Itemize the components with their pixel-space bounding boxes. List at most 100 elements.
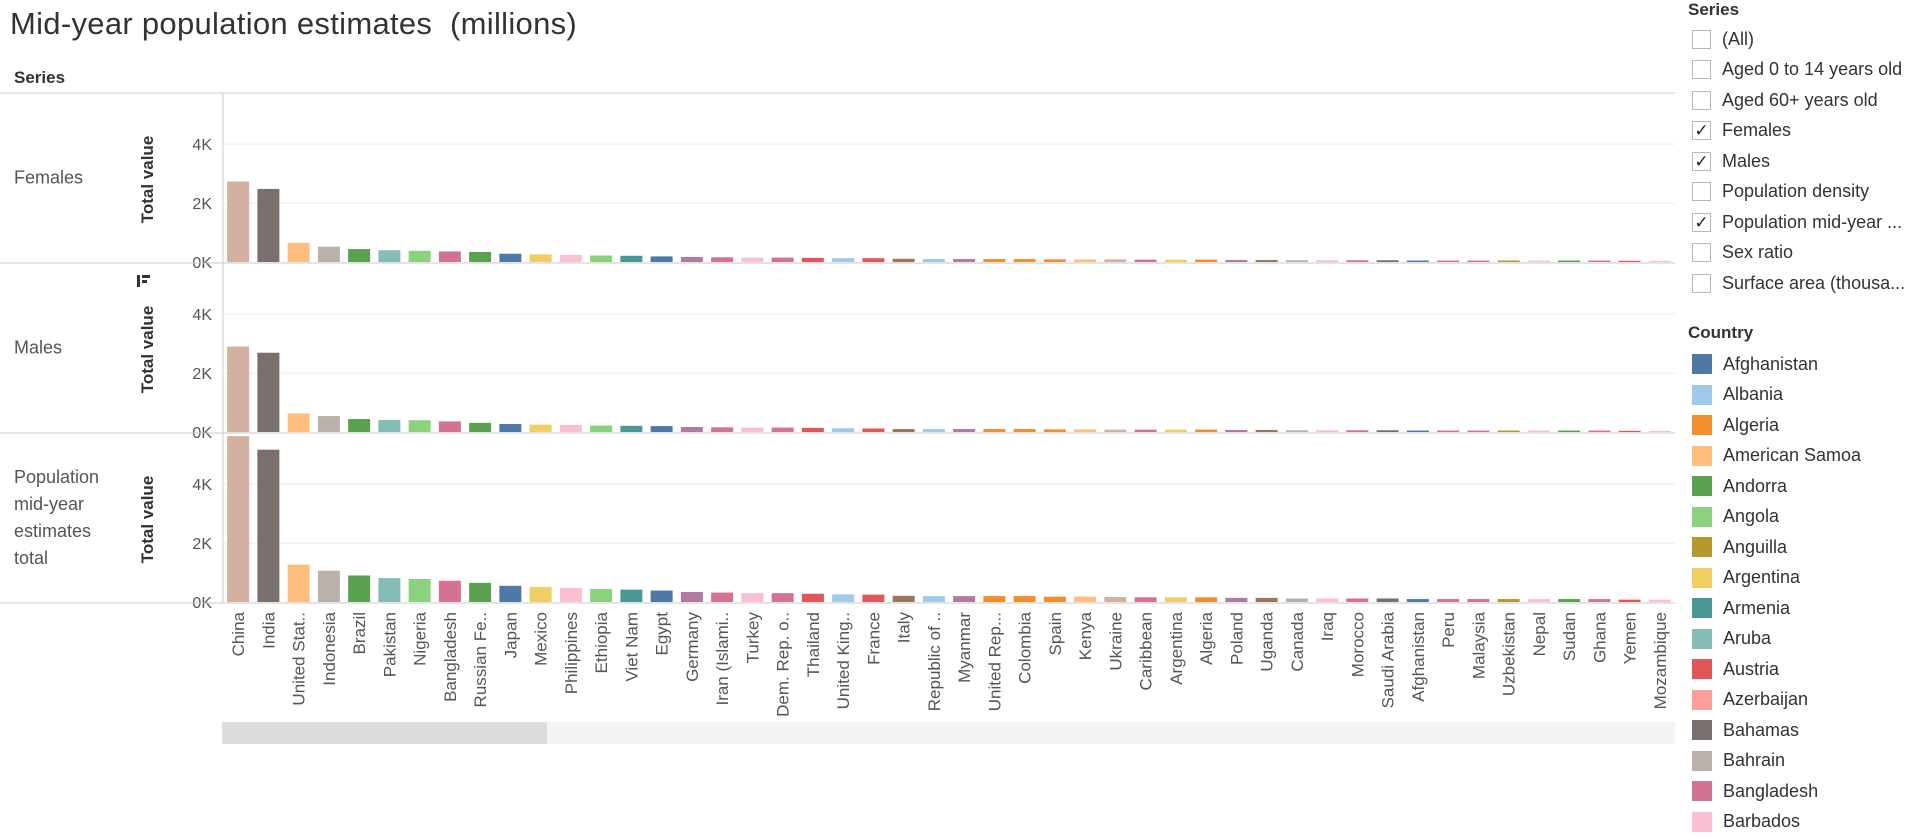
bar [983, 259, 1006, 262]
bar [1255, 597, 1278, 602]
checkbox-unchecked[interactable] [1692, 90, 1711, 110]
checkbox-unchecked[interactable] [1692, 60, 1711, 79]
bar [620, 255, 643, 262]
bar [1437, 260, 1460, 262]
x-tick-label: Algeria [1197, 611, 1216, 664]
bar [741, 593, 764, 602]
legend-item[interactable]: Austria [1692, 654, 1920, 684]
x-tick-label: United Rep... [985, 612, 1004, 711]
legend-label: Bahrain [1723, 750, 1786, 770]
series-filter-label: Sex ratio [1722, 242, 1794, 262]
bar [529, 254, 552, 262]
legend-label: Barbados [1723, 811, 1801, 831]
checkbox-checked[interactable]: ✓ [1692, 121, 1711, 140]
legend-item[interactable]: Algeria [1692, 410, 1920, 440]
x-tick-label: Argentina [1167, 611, 1186, 684]
x-tick-label: Peru [1439, 612, 1458, 648]
bar [1255, 259, 1278, 262]
legend-item[interactable]: Afghanistan [1692, 349, 1920, 379]
horizontal-scrollbar[interactable] [222, 722, 1675, 744]
legend-item[interactable]: Armenia [1692, 593, 1920, 623]
legend-item[interactable]: American Samoa [1692, 441, 1920, 471]
legend-label: Argentina [1723, 567, 1801, 587]
legend-item[interactable]: Bangladesh [1692, 776, 1920, 806]
legend-item[interactable]: Bahrain [1692, 746, 1920, 776]
y-axis-title: Total value [138, 136, 157, 224]
bar [1437, 430, 1460, 432]
series-filter-item[interactable]: Sex ratio [1692, 238, 1920, 268]
bar [227, 181, 250, 262]
x-tick-label: Yemen [1621, 612, 1640, 664]
series-filter-label: Surface area (thousa... [1722, 272, 1906, 293]
bar [1467, 599, 1490, 602]
legend-item[interactable]: Andorra [1692, 471, 1920, 501]
chart-title: Mid-year population estimates (millions) [10, 6, 578, 41]
bar [1043, 429, 1066, 432]
checkbox-unchecked[interactable] [1692, 243, 1711, 262]
series-filter-item[interactable]: Surface area (thousa... [1692, 268, 1920, 298]
bar [862, 258, 885, 262]
legend-item[interactable]: Azerbaijan [1692, 685, 1920, 715]
series-filter-item[interactable]: ✓ Population mid-year ... [1692, 207, 1920, 237]
checkbox-unchecked[interactable] [1692, 273, 1711, 293]
bar [1195, 259, 1218, 262]
series-filter-item[interactable]: Population density [1692, 177, 1920, 207]
bar [1013, 596, 1036, 602]
bar [499, 253, 522, 262]
checkbox-checked[interactable]: ✓ [1692, 151, 1711, 171]
legend-label: Anguilla [1723, 536, 1788, 557]
legend-swatch [1692, 781, 1712, 801]
series-filter-item[interactable]: ✓ Males [1692, 146, 1920, 176]
series-filter-item[interactable]: Aged 0 to 14 years old [1692, 55, 1920, 85]
sort-icon[interactable] [136, 274, 152, 288]
bar [590, 255, 613, 262]
scrollbar-thumb[interactable] [222, 722, 547, 744]
legend-item[interactable]: Albania [1692, 380, 1920, 410]
bar [1164, 597, 1187, 602]
checkbox-checked[interactable]: ✓ [1692, 212, 1711, 232]
x-tick-label: United King.. [834, 612, 853, 709]
bar [1558, 430, 1581, 432]
bar [317, 416, 340, 432]
x-tick-label: Uzbekistan [1500, 612, 1519, 696]
legend-item[interactable]: Aruba [1692, 624, 1920, 654]
legend-item[interactable]: Angola [1692, 502, 1920, 532]
bar [1285, 598, 1308, 602]
legend-item[interactable]: Anguilla [1692, 532, 1920, 562]
legend-item[interactable]: Bahamas [1692, 715, 1920, 745]
series-filter-label: Aged 0 to 14 years old [1722, 59, 1903, 79]
x-tick-label: Egypt [653, 612, 672, 656]
legend-swatch [1692, 415, 1712, 435]
bar [287, 564, 310, 602]
legend-swatch [1692, 384, 1712, 405]
legend-swatch [1692, 506, 1712, 527]
series-filter-item[interactable]: Aged 60+ years old [1692, 85, 1920, 115]
checkbox-unchecked[interactable] [1692, 182, 1711, 201]
bar [1074, 596, 1097, 602]
bar [1013, 429, 1036, 432]
x-tick-label: Pakistan [380, 612, 399, 677]
bar [1195, 429, 1218, 432]
bar [680, 256, 703, 262]
bar [892, 595, 915, 602]
bar [1437, 599, 1460, 602]
x-tick-label: Iraq [1318, 612, 1337, 641]
bar [348, 419, 371, 432]
checkbox-unchecked[interactable] [1692, 29, 1711, 49]
x-tick-label: Brazil [350, 612, 369, 655]
x-tick-label: Malaysia [1469, 611, 1488, 679]
bar [1164, 259, 1187, 262]
series-filter-item[interactable]: ✓ Females [1692, 116, 1920, 146]
bar [1558, 599, 1581, 602]
legend-item[interactable]: Barbados [1692, 807, 1920, 837]
series-filter-label: Males [1722, 150, 1771, 171]
legend-item[interactable]: Argentina [1692, 563, 1920, 593]
bar [771, 257, 794, 262]
series-filter-item[interactable]: (All) [1692, 24, 1920, 54]
bar [1648, 430, 1671, 432]
bar [650, 256, 673, 262]
bar [1074, 259, 1097, 262]
bar [408, 579, 431, 602]
y-tick-label: 2K [192, 366, 212, 383]
